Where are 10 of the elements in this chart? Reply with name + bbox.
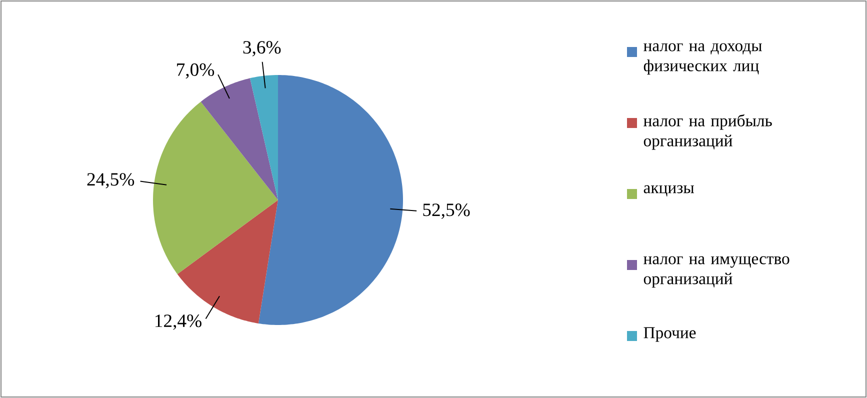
legend-label: налог на прибыль организаций	[644, 114, 772, 150]
legend-label: Прочие	[644, 327, 696, 342]
data-label: 24,5%	[87, 173, 134, 188]
data-label: 7,0%	[177, 63, 214, 79]
legend-label: налог на имущество организаций	[644, 256, 790, 288]
legend-label: налог на доходы физических лиц	[644, 43, 762, 75]
data-label: 12,4%	[155, 314, 202, 330]
data-label: 52,5%	[423, 204, 470, 219]
data-label: 3,6%	[243, 41, 281, 56]
legend-label: акцизы	[644, 185, 694, 196]
